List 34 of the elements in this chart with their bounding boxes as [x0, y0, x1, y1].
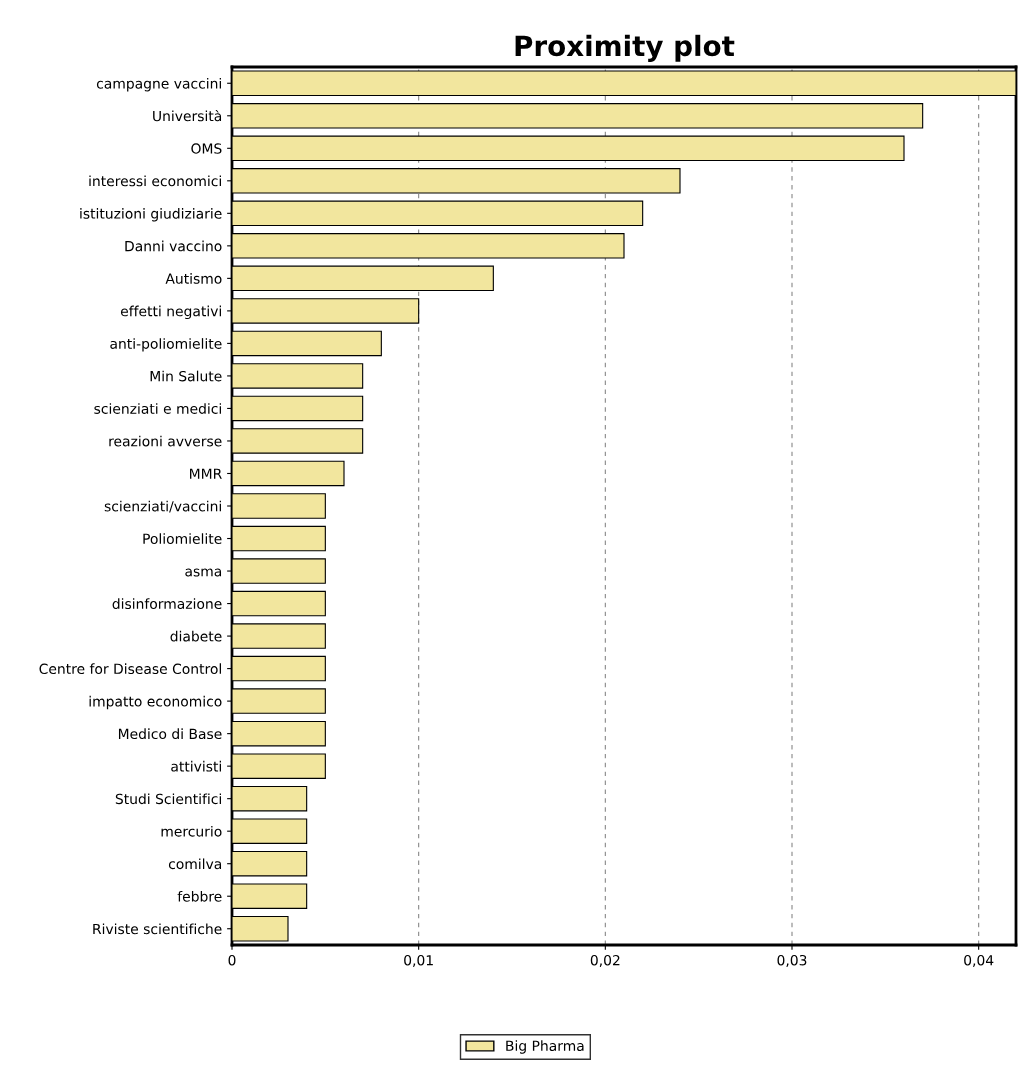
x-tick-label: 0,01 [404, 954, 433, 967]
chart-title: Proximity plot [515, 34, 735, 62]
x-tick-label: 0,02 [590, 954, 620, 967]
y-tick-label: Min Salute [150, 370, 222, 382]
y-tick-label: istituzioni giudiziarie [80, 208, 222, 222]
x-tick-label: 0,04 [964, 954, 994, 967]
y-tick-label: interessi economici [89, 175, 221, 187]
y-tick-label: febbre [177, 890, 222, 902]
x-tick-label: 0 [228, 954, 236, 966]
y-tick-label: Studi Scientifici [115, 793, 221, 805]
y-tick-label: asma [185, 568, 222, 577]
y-tick-label: Danni vaccino [125, 240, 222, 252]
y-tick-label: scienziati e medici [94, 403, 221, 414]
y-tick-label: scienziati/vaccini [104, 500, 221, 513]
y-tick-label: reazioni avverse [109, 435, 222, 447]
y-tick-label: Poliomielite [143, 533, 222, 544]
y-tick-label: campagne vaccini [96, 77, 221, 92]
legend-label: Big Pharma [506, 1040, 584, 1054]
y-tick-label: attivisti [171, 760, 221, 772]
y-tick-label: comilva [168, 858, 222, 870]
y-tick-label: Riviste scientifiche [93, 923, 222, 935]
y-tick-label: disinformazione [112, 598, 222, 610]
y-tick-label: Autismo [165, 273, 222, 284]
y-tick-label: anti-poliomielite [110, 338, 222, 352]
y-tick-label: impatto economico [89, 695, 222, 710]
x-tick-label: 0,03 [777, 954, 807, 967]
y-tick-label: mercurio [161, 825, 222, 837]
y-tick-label: MMR [190, 468, 222, 479]
y-tick-label: Centre for Disease Control [39, 663, 221, 675]
y-tick-label: Medico di Base [118, 728, 222, 740]
y-tick-label: Università [153, 109, 222, 122]
y-tick-label: diabete [170, 630, 222, 642]
y-tick-label: effetti negativi [120, 305, 221, 320]
y-tick-label: OMS [191, 143, 222, 154]
